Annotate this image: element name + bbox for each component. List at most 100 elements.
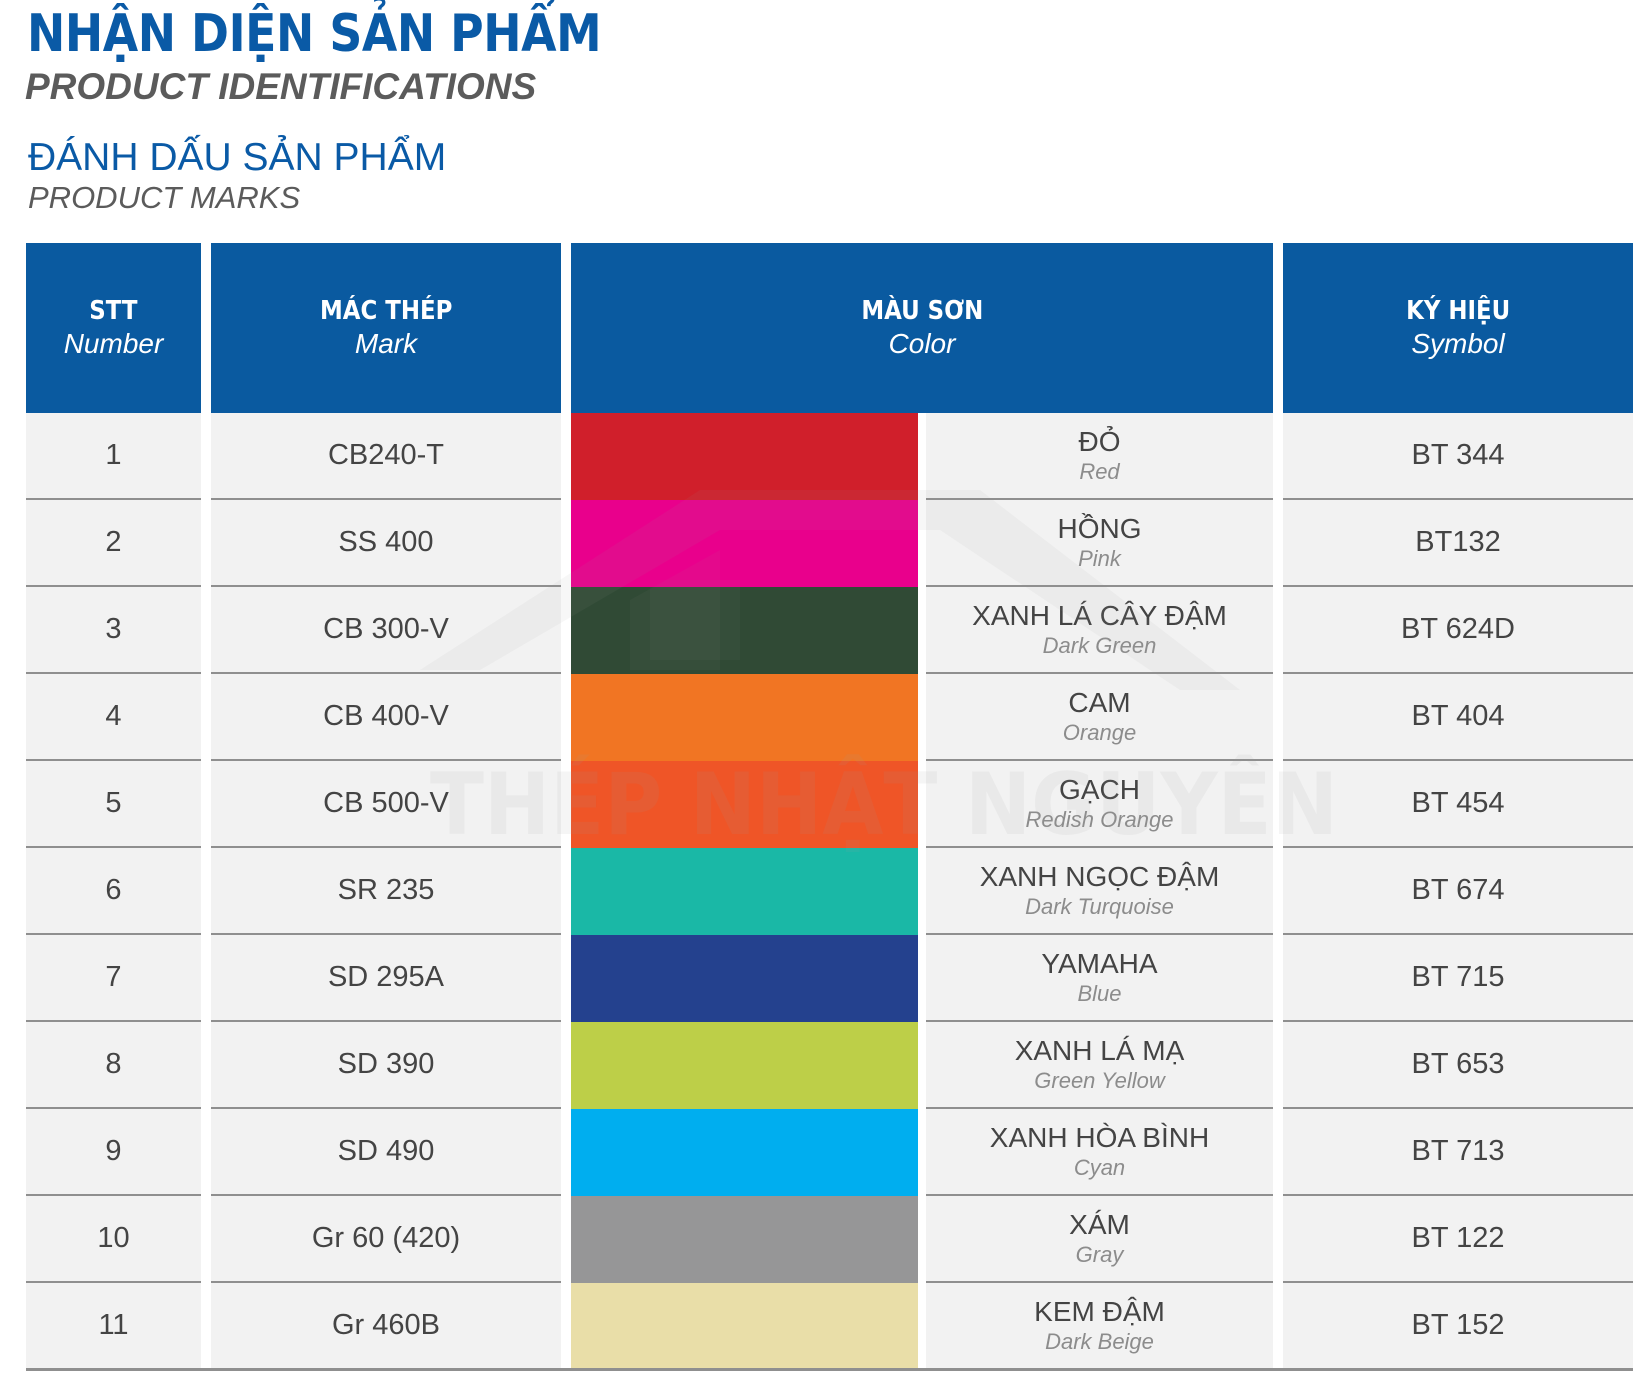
cell-mark: CB 500-V [211,761,561,848]
cell-color: YAMAHA Blue [926,935,1273,1022]
cell-symbol: BT 715 [1283,935,1633,1022]
column-header-mark: MÁC THÉP Mark [211,243,561,413]
color-name-en: Dark Green [1042,632,1157,658]
color-swatch [571,1109,918,1196]
color-name-vn: GẠCH [1059,773,1140,805]
table-row: 11 Gr 460B KEM ĐẬM Dark Beige BT 152 [26,1283,1633,1370]
cell-mark: SS 400 [211,500,561,587]
cell-color: XANH LÁ MẠ Green Yellow [926,1022,1273,1109]
section-title-vn: ĐÁNH DẤU SẢN PHẨM [28,136,447,179]
color-name-vn: XANH HÒA BÌNH [989,1121,1210,1153]
page-title-en: PRODUCT IDENTIFICATIONS [25,66,537,107]
color-name-en: Blue [1077,980,1122,1006]
column-header-label-vn: STT [89,296,138,326]
color-name-en: Green Yellow [1034,1067,1165,1093]
table-body: 1 CB240-T ĐỎ Red BT 344 2 SS 400 HỒNG Pink BT132 3… [26,413,1633,1371]
cell-color: XANH HÒA BÌNH Cyan [926,1109,1273,1196]
cell-number: 7 [26,935,201,1022]
color-swatch [571,1283,918,1370]
column-header-number: STT Number [26,243,201,413]
cell-mark: SD 390 [211,1022,561,1109]
cell-symbol: BT 713 [1283,1109,1633,1196]
cell-color: XÁM Gray [926,1196,1273,1283]
cell-color: KEM ĐẬM Dark Beige [926,1283,1273,1370]
color-swatch [571,761,918,848]
cell-symbol: BT 674 [1283,848,1633,935]
color-name-vn: CAM [1068,686,1131,718]
color-swatch [571,1196,918,1283]
cell-mark: Gr 460B [211,1283,561,1370]
color-swatch [571,674,918,761]
table-row: 8 SD 390 XANH LÁ MẠ Green Yellow BT 653 [26,1022,1633,1109]
cell-mark: SD 490 [211,1109,561,1196]
product-marks-table: STT Number MÁC THÉP Mark MÀU SƠN Color K… [26,243,1633,1384]
column-header-label-vn: KÝ HIỆU [1405,296,1511,326]
table-row: 2 SS 400 HỒNG Pink BT132 [26,500,1633,587]
cell-number: 8 [26,1022,201,1109]
cell-color: ĐỎ Red [926,413,1273,500]
table-bottom-rule [26,1368,1633,1371]
cell-mark: Gr 60 (420) [211,1196,561,1283]
color-name-vn: XANH LÁ CÂY ĐẬM [972,599,1227,631]
column-header-symbol: KÝ HIỆU Symbol [1283,243,1633,413]
column-header-label-en: Color [888,328,956,359]
cell-number: 3 [26,587,201,674]
table-row: 3 CB 300-V XANH LÁ CÂY ĐẬM Dark Green BT 624… [26,587,1633,674]
color-swatch [571,413,918,500]
column-header-label-vn: MÁC THÉP [319,296,453,326]
color-name-en: Dark Beige [1045,1328,1154,1354]
table-row: 5 CB 500-V GẠCH Redish Orange BT 454 [26,761,1633,848]
cell-color: CAM Orange [926,674,1273,761]
cell-symbol: BT 122 [1283,1196,1633,1283]
cell-number: 1 [26,413,201,500]
section-title-en: PRODUCT MARKS [28,180,301,215]
cell-number: 5 [26,761,201,848]
color-name-en: Red [1079,458,1120,484]
cell-color: XANH LÁ CÂY ĐẬM Dark Green [926,587,1273,674]
color-name-en: Gray [1075,1241,1124,1267]
page-title-vn: NHẬN DIỆN SẢN PHẨM [27,4,602,64]
cell-symbol: BT 454 [1283,761,1633,848]
column-header-label-en: Symbol [1411,328,1505,359]
color-swatch [571,587,918,674]
table-row: 1 CB240-T ĐỎ Red BT 344 [26,413,1633,500]
color-name-en: Dark Turquoise [1025,893,1174,919]
color-name-vn: YAMAHA [1041,947,1158,979]
table-row: 7 SD 295A YAMAHA Blue BT 715 [26,935,1633,1022]
color-name-vn: KEM ĐẬM [1034,1295,1165,1327]
column-header-label-en: Mark [354,328,418,359]
color-name-en: Orange [1062,719,1137,745]
column-header-color: MÀU SƠN Color [571,243,1273,413]
table-row: 9 SD 490 XANH HÒA BÌNH Cyan BT 713 [26,1109,1633,1196]
cell-mark: CB240-T [211,413,561,500]
table-row: 6 SR 235 XANH NGỌC ĐẬM Dark Turquoise BT 674 [26,848,1633,935]
cell-symbol: BT 152 [1283,1283,1633,1370]
column-header-label-vn: MÀU SƠN [861,296,983,326]
cell-number: 10 [26,1196,201,1283]
cell-number: 4 [26,674,201,761]
table-row: 4 CB 400-V CAM Orange BT 404 [26,674,1633,761]
cell-number: 6 [26,848,201,935]
color-swatch [571,935,918,1022]
color-swatch [571,848,918,935]
cell-mark: CB 300-V [211,587,561,674]
cell-color: XANH NGỌC ĐẬM Dark Turquoise [926,848,1273,935]
cell-mark: CB 400-V [211,674,561,761]
cell-symbol: BT 344 [1283,413,1633,500]
color-name-en: Cyan [1073,1154,1126,1180]
color-name-vn: HỒNG [1057,512,1142,544]
color-swatch [571,1022,918,1109]
cell-mark: SR 235 [211,848,561,935]
cell-number: 2 [26,500,201,587]
cell-color: HỒNG Pink [926,500,1273,587]
color-name-vn: XANH NGỌC ĐẬM [979,860,1220,892]
color-name-en: Pink [1078,545,1121,571]
cell-symbol: BT132 [1283,500,1633,587]
cell-number: 11 [26,1283,201,1370]
cell-symbol: BT 624D [1283,587,1633,674]
column-header-label-en: Number [63,328,164,359]
color-name-vn: ĐỎ [1078,425,1121,457]
color-swatch [571,500,918,587]
cell-color: GẠCH Redish Orange [926,761,1273,848]
table-row: 10 Gr 60 (420) XÁM Gray BT 122 [26,1196,1633,1283]
